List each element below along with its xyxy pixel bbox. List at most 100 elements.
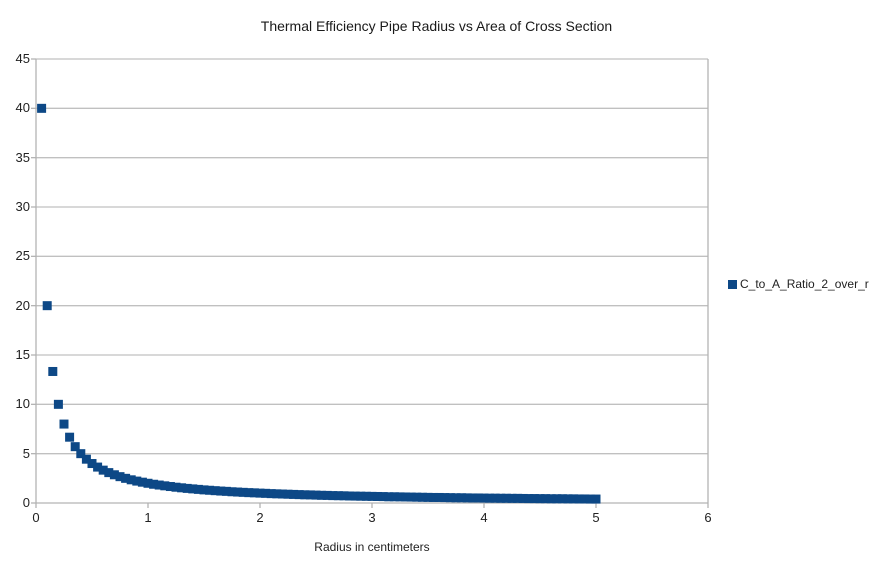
data-point: [188, 484, 198, 494]
data-point: [109, 470, 119, 480]
data-point: [585, 494, 595, 504]
data-point: [221, 486, 231, 496]
x-tick-label: 3: [368, 510, 376, 525]
data-point: [277, 489, 287, 499]
y-tick-label: 20: [15, 297, 30, 313]
data-point: [406, 492, 416, 502]
data-point: [154, 480, 164, 490]
data-point: [193, 484, 203, 494]
data-point: [76, 449, 86, 459]
legend: C_to_A_Ratio_2_over_r: [728, 277, 869, 291]
y-tick-label: 5: [22, 445, 30, 461]
data-point: [255, 488, 265, 498]
data-point: [266, 489, 276, 499]
data-point: [507, 493, 517, 503]
data-point: [261, 488, 271, 498]
data-point: [238, 487, 248, 497]
data-point: [216, 486, 226, 496]
y-tick-label: 25: [15, 248, 30, 264]
data-point: [479, 493, 489, 503]
data-point: [37, 103, 47, 113]
data-point: [518, 493, 528, 503]
data-point: [305, 490, 315, 500]
data-point: [401, 492, 411, 502]
data-point: [48, 366, 58, 376]
data-point: [42, 301, 52, 311]
y-tick-label: 0: [22, 495, 30, 510]
data-point: [356, 491, 366, 501]
y-tick-label: 10: [15, 396, 30, 412]
data-point: [569, 494, 579, 504]
data-point: [345, 491, 355, 501]
data-point: [485, 493, 495, 503]
data-point: [272, 489, 282, 499]
data-point: [132, 476, 142, 486]
data-point: [440, 493, 450, 503]
data-point: [395, 492, 405, 502]
y-tick-label: 35: [15, 149, 30, 165]
data-point: [244, 488, 254, 498]
data-point: [149, 479, 159, 489]
data-point: [53, 399, 63, 409]
data-point: [462, 493, 472, 503]
data-point: [557, 494, 567, 504]
data-point: [496, 493, 506, 503]
data-point: [93, 462, 103, 472]
data-point: [367, 491, 377, 501]
x-axis-title: Radius in centimeters: [314, 540, 430, 554]
x-tick-label: 4: [480, 510, 488, 525]
data-point: [233, 487, 243, 497]
data-point: [104, 468, 114, 478]
x-tick-label: 2: [256, 510, 264, 525]
data-point: [283, 489, 293, 499]
data-point: [580, 494, 590, 504]
data-point: [249, 488, 259, 498]
data-point: [171, 482, 181, 492]
data-point: [289, 489, 299, 499]
data-point: [199, 485, 209, 495]
data-point: [143, 478, 153, 488]
data-point: [546, 494, 556, 504]
data-point: [311, 490, 321, 500]
y-tick-label: 40: [15, 100, 30, 116]
data-point: [501, 493, 511, 503]
data-point: [210, 486, 220, 496]
data-point: [70, 442, 80, 452]
data-point: [468, 493, 478, 503]
data-point: [205, 485, 215, 495]
data-point: [81, 454, 91, 464]
data-point: [513, 493, 523, 503]
x-tick-label: 6: [704, 510, 712, 525]
data-point: [445, 493, 455, 503]
data-point: [417, 492, 427, 502]
data-point: [524, 494, 534, 504]
data-point: [328, 491, 338, 501]
data-point: [361, 491, 371, 501]
data-point: [412, 492, 422, 502]
data-point: [451, 493, 461, 503]
data-point: [373, 491, 383, 501]
y-tick-label: 30: [15, 199, 30, 214]
data-point: [473, 493, 483, 503]
data-point: [165, 482, 175, 492]
data-point: [98, 465, 108, 475]
data-point: [574, 494, 584, 504]
data-point: [333, 491, 343, 501]
data-point: [121, 473, 131, 483]
data-point: [490, 493, 500, 503]
legend-series-label: C_to_A_Ratio_2_over_r: [740, 277, 869, 291]
data-point: [294, 490, 304, 500]
data-point: [115, 472, 125, 482]
data-point: [423, 492, 433, 502]
data-point: [317, 490, 327, 500]
data-point: [87, 459, 97, 469]
data-point: [126, 475, 136, 485]
data-point: [182, 483, 192, 493]
data-point: [384, 492, 394, 502]
x-tick-label: 1: [144, 510, 152, 525]
data-point: [429, 492, 439, 502]
data-point: [529, 494, 539, 504]
data-point: [322, 490, 332, 500]
